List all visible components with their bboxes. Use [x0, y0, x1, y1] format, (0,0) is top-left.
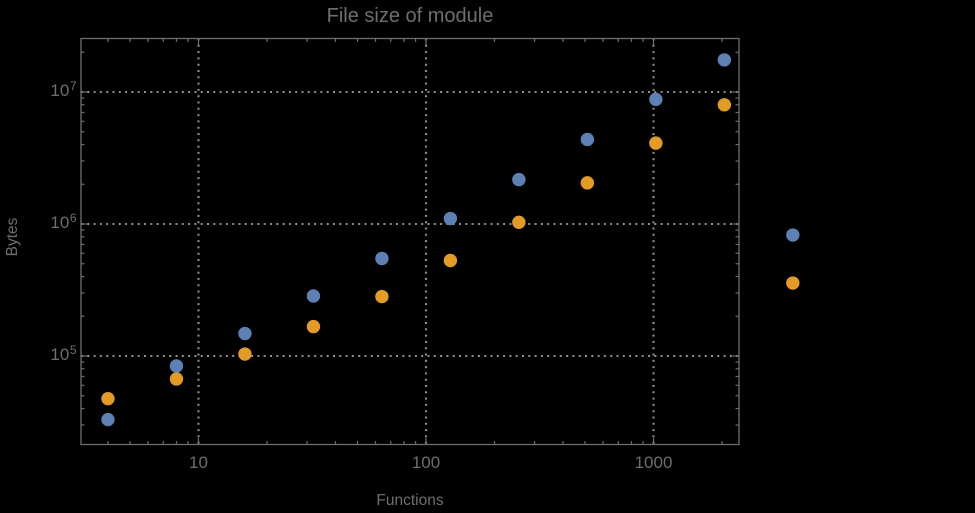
plot-frame: [80, 37, 740, 446]
y-tick-label: 105: [50, 343, 77, 364]
data-point-series-2-orange: [238, 347, 252, 361]
data-point-series-2-orange: [169, 372, 184, 386]
data-point-series-1-blue: [649, 92, 663, 107]
y-axis-label: Bytes: [4, 217, 21, 257]
y-tick-label: 106: [50, 211, 77, 232]
data-point-series-1-blue: [169, 359, 184, 373]
data-point-series-1-blue: [512, 172, 526, 187]
data-point-series-2-orange: [580, 176, 595, 190]
data-point-series-2-orange: [649, 136, 663, 150]
chart-title: File size of module: [326, 5, 494, 27]
y-tick-label: 107: [50, 79, 77, 100]
x-tick-label: 10: [189, 453, 208, 472]
data-point-series-1-blue: [375, 251, 389, 266]
data-point-series-1-blue: [101, 412, 115, 427]
data-point-series-1-blue: [443, 211, 458, 226]
data-point-series-2-orange: [306, 319, 321, 334]
data-point-series-2-orange: [375, 289, 389, 304]
data-point-series-2-orange: [786, 276, 800, 290]
x-tick-label: 1000: [634, 453, 673, 472]
data-point-series-2-orange: [101, 391, 115, 406]
x-tick-label: 100: [411, 453, 441, 472]
data-point-series-1-blue: [717, 53, 732, 67]
data-point-series-2-orange: [717, 98, 732, 112]
data-point-series-2-orange: [443, 253, 458, 268]
data-point-series-1-blue: [580, 132, 595, 147]
data-point-series-1-blue: [306, 289, 321, 303]
data-point-series-1-blue: [786, 228, 800, 242]
x-axis-label: Functions: [376, 492, 444, 509]
data-point-series-2-orange: [512, 215, 526, 230]
data-point-series-1-blue: [238, 326, 252, 341]
